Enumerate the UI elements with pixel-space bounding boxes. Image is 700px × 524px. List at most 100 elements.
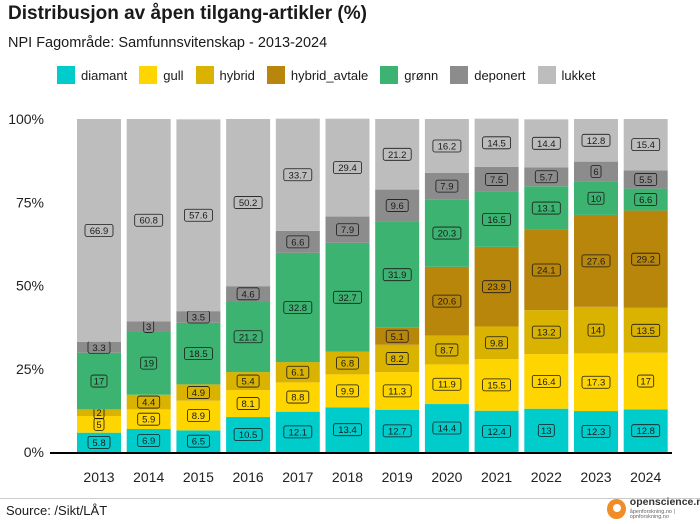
data-label-diamant-2020: 14.4 [438, 424, 457, 435]
data-label-box [482, 212, 512, 226]
data-label-lukket-2017: 33.7 [289, 170, 308, 181]
data-label-box [590, 165, 602, 179]
data-label-grønn-2018: 32.7 [338, 293, 357, 304]
x-tick-label: 2016 [233, 469, 264, 485]
data-label-diamant-2018: 13.4 [338, 425, 357, 436]
data-label-diamant-2017: 12.1 [289, 427, 308, 438]
data-label-box [134, 213, 164, 227]
bar-segment-diamant-2014 [126, 429, 171, 452]
legend-swatch [537, 66, 556, 84]
data-label-box [631, 424, 661, 438]
source-note: Source: /Sikt/LÅT [6, 503, 108, 518]
y-tick-label: 0% [24, 444, 44, 460]
data-label-deponert-2017: 6.6 [291, 237, 304, 248]
data-label-box [531, 375, 561, 388]
data-label-box [283, 425, 313, 439]
bar-segment-hybrid-2013 [77, 409, 121, 417]
data-label-box [631, 323, 661, 337]
legend-item-grønn: grønn [380, 66, 438, 84]
x-tick-label: 2014 [133, 469, 164, 485]
data-label-diamant-2014: 6.9 [142, 436, 155, 447]
data-label-grønn-2015: 18.5 [189, 349, 208, 360]
bar-segment-diamant-2023 [574, 411, 618, 452]
legend-swatch [380, 66, 399, 84]
bar-segment-hybrid_avtale-2023 [574, 214, 618, 307]
data-label-deponert-2019: 9.6 [391, 201, 404, 212]
bar-segment-deponert-2023 [574, 161, 618, 182]
data-label-grønn-2019: 31.9 [388, 270, 407, 281]
bar-segment-gull-2018 [325, 374, 370, 408]
bar-segment-diamant-2024 [623, 409, 668, 452]
data-label-gull-2015: 8.9 [192, 411, 205, 422]
openscience-logo-icon [607, 498, 626, 519]
legend-label: hybrid_avtale [290, 67, 369, 83]
data-label-box [236, 287, 260, 301]
data-label-box [435, 343, 459, 357]
data-label-box [385, 329, 409, 343]
legend-swatch [195, 66, 214, 84]
data-label-grønn-2013: 17 [94, 377, 105, 388]
bar-segment-diamant-2016 [226, 417, 271, 452]
data-label-box [336, 384, 359, 398]
bar-segment-gull-2017 [275, 382, 320, 412]
data-label-box [432, 421, 462, 435]
legend-item-gull: gull [139, 66, 184, 84]
data-label-box [485, 173, 509, 186]
chart-title: Distribusjon av åpen tilgang-artikler (%… [8, 3, 367, 24]
data-label-hybrid-2023: 14 [591, 326, 602, 337]
bar-segment-lukket-2017 [275, 118, 320, 231]
data-label-lukket-2020: 16.2 [438, 141, 457, 152]
data-label-gull-2024: 17 [640, 377, 651, 388]
data-label-box [137, 395, 161, 409]
data-label-diamant-2022: 13 [541, 426, 552, 437]
data-label-box [537, 423, 555, 437]
data-label-box [531, 201, 561, 215]
legend-item-lukket: lukket [537, 66, 596, 84]
bar-segment-grønn-2018 [325, 242, 370, 352]
data-label-box [581, 133, 611, 147]
bar-segment-grønn-2023 [574, 181, 618, 215]
x-tick-label: 2020 [431, 469, 462, 485]
bar-segment-lukket-2022 [524, 119, 569, 168]
data-label-box [137, 412, 161, 426]
bar-segment-grønn-2022 [524, 186, 569, 230]
logo-tagline: åpenforskning.no | opnforskning.no [629, 508, 675, 520]
data-label-box [482, 378, 512, 392]
bar-segment-lukket-2020 [424, 119, 469, 173]
data-label-lukket-2023: 12.8 [587, 136, 606, 147]
bar-segment-hybrid_avtale-2020 [424, 266, 469, 336]
data-label-grønn-2016: 21.2 [239, 332, 258, 343]
data-label-box [186, 434, 210, 448]
data-label-grønn-2023: 10 [591, 194, 602, 205]
data-label-box [236, 374, 260, 388]
bar-segment-grønn-2020 [424, 199, 469, 267]
y-tick-label: 50% [16, 278, 44, 294]
bar-segment-gull-2015 [176, 400, 221, 431]
data-label-hybrid_avtale-2021: 23.9 [487, 282, 506, 293]
data-label-deponert-2021: 7.5 [490, 175, 503, 186]
data-label-box [581, 375, 611, 389]
data-label-box [531, 325, 561, 339]
data-label-lukket-2014: 60.8 [139, 216, 158, 227]
data-label-box [631, 138, 661, 152]
legend-item-deponert: deponert [450, 66, 526, 84]
data-label-box [534, 170, 558, 184]
data-label-hybrid-2022: 13.2 [537, 328, 556, 339]
data-label-box [186, 386, 210, 399]
bar-segment-lukket-2019 [375, 119, 420, 190]
data-label-grønn-2024: 6.6 [639, 195, 652, 206]
x-tick-label: 2015 [183, 469, 214, 485]
x-tick-label: 2019 [382, 469, 413, 485]
data-label-deponert-2023: 6 [593, 167, 598, 178]
bar-segment-hybrid-2023 [574, 306, 618, 354]
y-tick-label: 25% [16, 361, 44, 377]
data-label-deponert-2016: 4.6 [241, 289, 254, 300]
legend-item-hybrid: hybrid [195, 66, 255, 84]
legend-label: deponert [474, 67, 526, 83]
data-label-box [84, 223, 114, 237]
data-label-box [432, 377, 462, 391]
data-label-hybrid_avtale-2020: 20.6 [438, 297, 457, 308]
data-label-box [286, 390, 310, 404]
bar-segment-grønn-2019 [375, 221, 420, 328]
data-label-box [435, 179, 459, 193]
